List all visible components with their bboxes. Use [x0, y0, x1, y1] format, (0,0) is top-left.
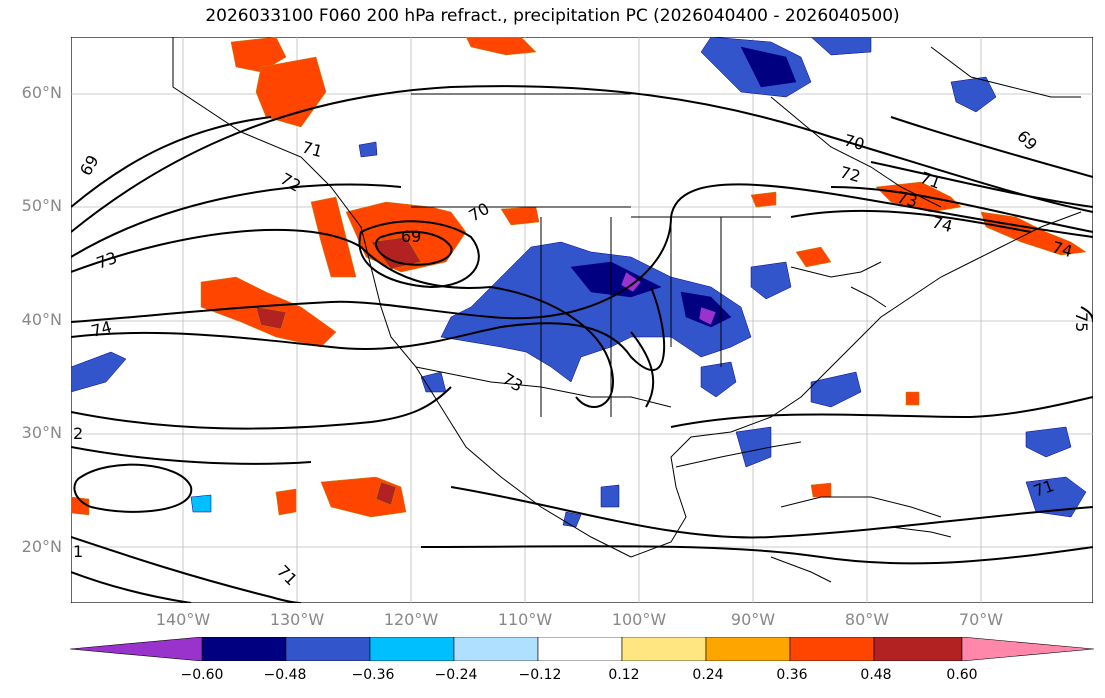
colorbar-tick: −0.48 [263, 667, 307, 683]
colorbar-segment [201, 637, 287, 661]
contour-label: 74 [89, 317, 114, 341]
lon-label-140w: 140°W [155, 610, 211, 629]
colorbar-tick: −0.24 [434, 667, 478, 683]
colorbar-tick: 0.12 [608, 667, 640, 683]
colorbar-segment [453, 637, 539, 661]
lat-label-50n: 50°N [21, 196, 62, 215]
map-panel: 69 70 71 72 73 74 69 73 74 70 71 72 69 7… [71, 37, 1093, 603]
colorbar-tick: 0.48 [860, 667, 892, 683]
colorbar-tick: −0.36 [351, 667, 395, 683]
contour-label: 71 [300, 138, 325, 162]
lat-label-30n: 30°N [21, 423, 62, 442]
colorbar-tick: −0.12 [518, 667, 562, 683]
colorbar-extend-high [961, 637, 1094, 661]
precip-negative [71, 37, 1087, 528]
colorbar-tick: 0.60 [946, 667, 978, 683]
lon-label-110w: 110°W [497, 610, 553, 629]
lon-label-100w: 100°W [611, 610, 667, 629]
contour-label: 74 [930, 213, 955, 237]
colorbar-tick: 0.24 [692, 667, 724, 683]
lat-label-20n: 20°N [21, 537, 62, 556]
refractivity-contours [71, 85, 1093, 603]
contour-label: 69 [401, 227, 421, 246]
colorbar-segment [285, 637, 371, 661]
lon-label-80w: 80°W [844, 610, 890, 629]
colorbar-segment [789, 637, 875, 661]
contour-label: 73 [895, 188, 920, 212]
colorbar-segment [537, 637, 623, 661]
lat-label-40n: 40°N [21, 310, 62, 329]
colorbar-extend-low [70, 637, 203, 661]
lon-label-130w: 130°W [269, 610, 325, 629]
contour-label: 74 [1050, 238, 1075, 262]
lat-label-60n: 60°N [21, 83, 62, 102]
colorbar-tick: 0.36 [776, 667, 808, 683]
colorbar [70, 637, 1094, 661]
lon-label-90w: 90°W [730, 610, 776, 629]
colorbar-segment [873, 637, 963, 661]
contour-label: 2 [73, 424, 83, 443]
lon-label-70w: 70°W [958, 610, 1004, 629]
colorbar-segment [621, 637, 707, 661]
contour-label: 70 [842, 131, 867, 155]
contour-label: 75 [1072, 312, 1091, 332]
contour-label: 1 [73, 542, 83, 561]
map-title: 2026033100 F060 200 hPa refract., precip… [205, 6, 900, 26]
contour-label: 72 [838, 163, 863, 187]
colorbar-segment [705, 637, 791, 661]
colorbar-segment [369, 637, 455, 661]
lon-label-120w: 120°W [383, 610, 439, 629]
colorbar-tick: −0.60 [180, 667, 224, 683]
